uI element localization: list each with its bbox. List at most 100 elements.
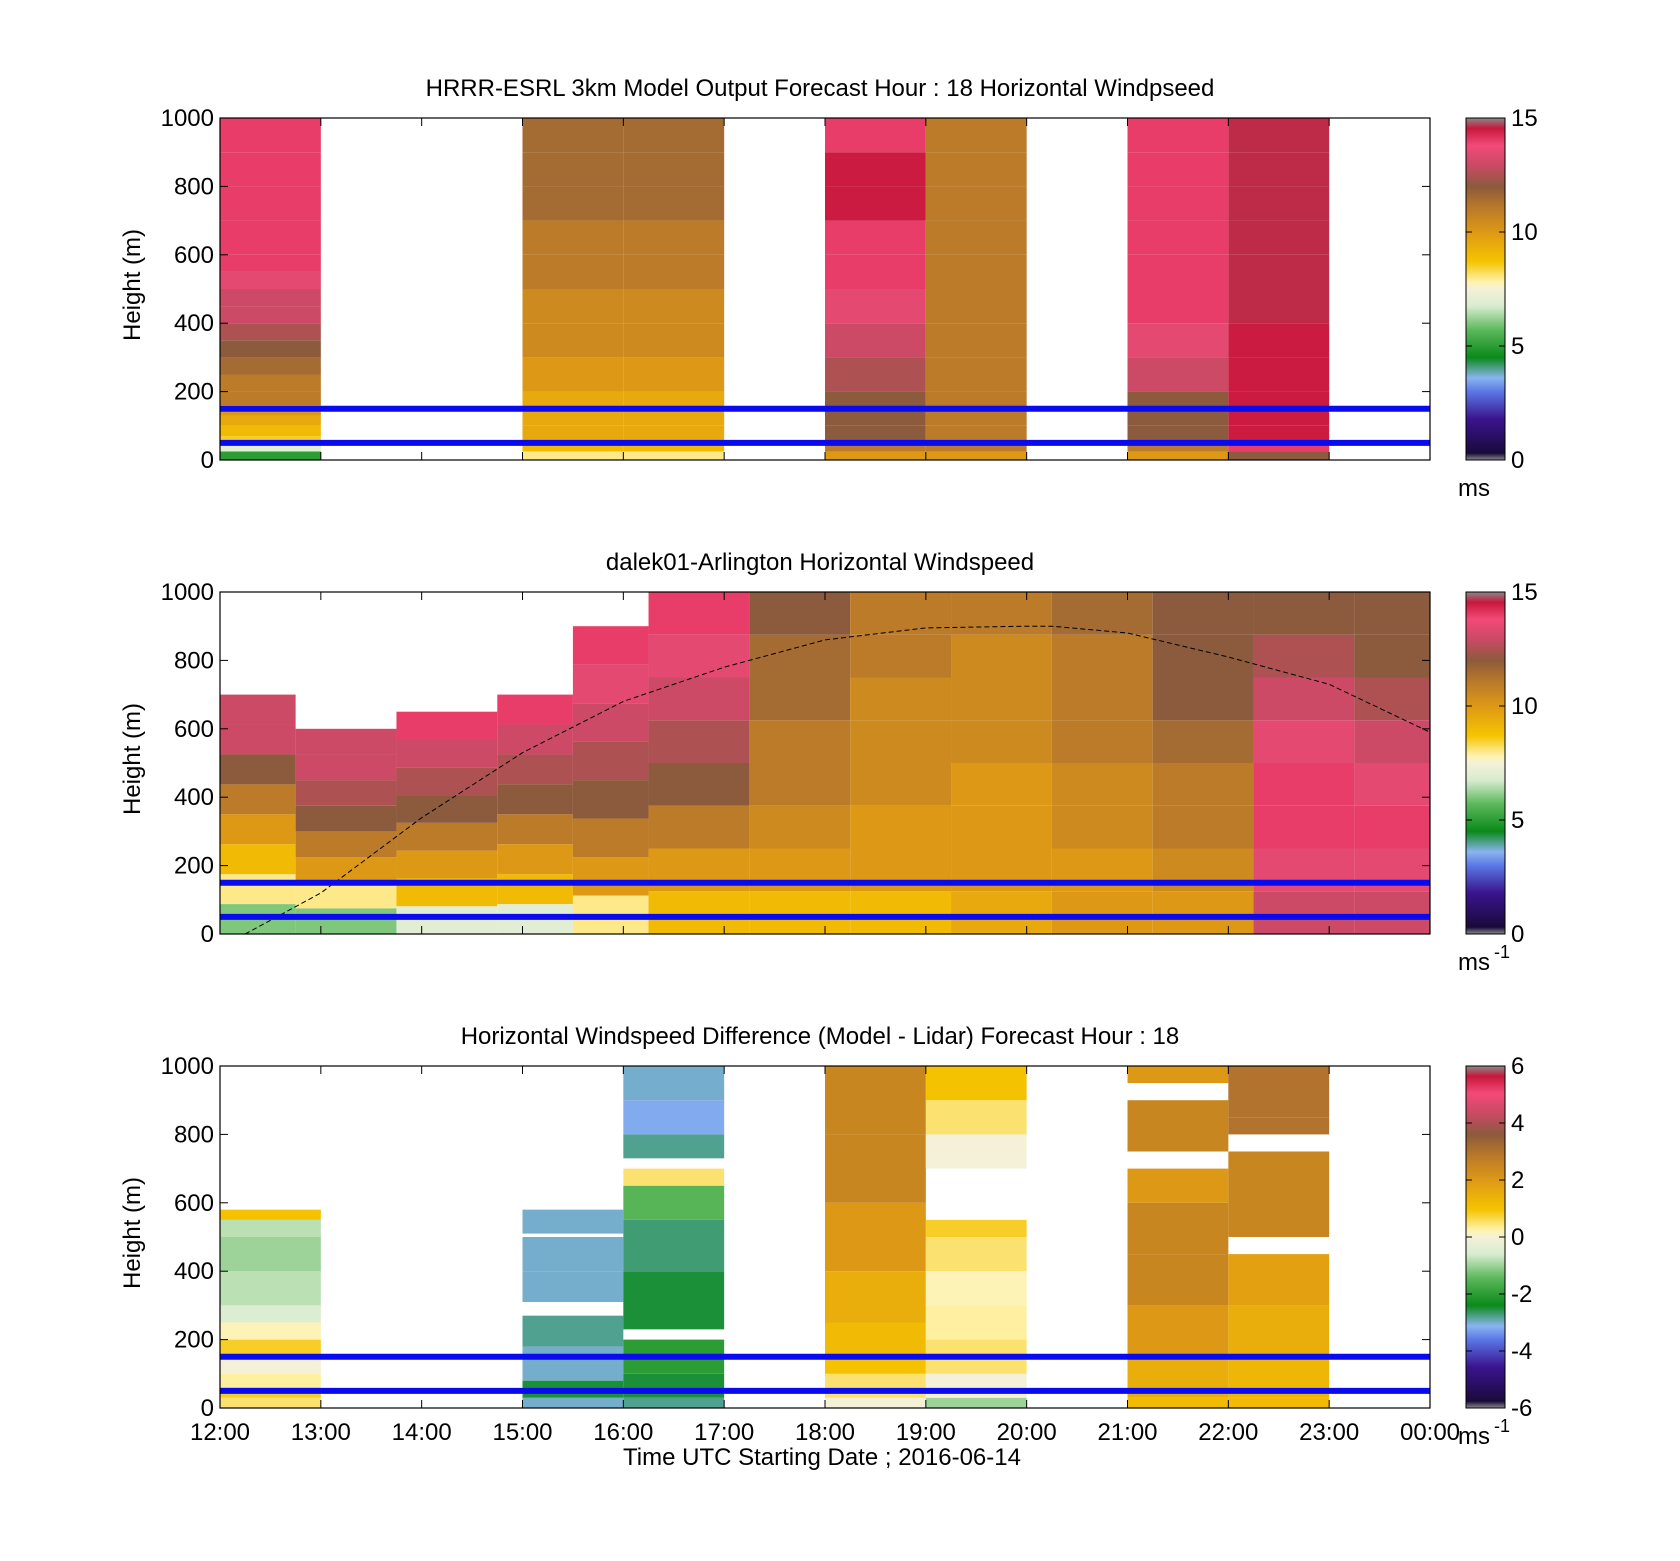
heatmap-cell (1228, 1117, 1330, 1135)
heatmap-cell (951, 891, 1052, 934)
heatmap-cell (220, 306, 321, 324)
heatmap-cell (623, 451, 725, 460)
heatmap-cell (623, 289, 725, 324)
heatmap-cell (522, 1315, 624, 1347)
heatmap-cell (220, 784, 296, 815)
heatmap-cell (925, 1219, 1027, 1237)
heatmap-cell (825, 357, 926, 392)
heatmap-cell (925, 1066, 1027, 1101)
heatmap-cell (522, 357, 624, 392)
heatmap-cell (220, 220, 321, 255)
heatmap-cell (522, 1363, 624, 1381)
heatmap-cell (825, 1202, 926, 1272)
heatmap-cell (220, 118, 321, 153)
heatmap-cell (220, 1373, 321, 1388)
heatmap-cell (295, 805, 397, 832)
colorbar-tick-label: 0 (1511, 921, 1524, 948)
heatmap-cell (1228, 391, 1330, 409)
heatmap-cell (1228, 220, 1330, 255)
x-tick-label: 22:00 (1198, 1419, 1258, 1446)
x-ticks-model (219, 118, 1431, 460)
heatmap-cell (623, 1397, 725, 1408)
y-tick-label: 600 (174, 242, 214, 269)
heatmap-cell (1228, 289, 1330, 324)
y-axis-label: Height (m) (119, 703, 146, 815)
heatmap-cell (925, 451, 1027, 460)
colorbar-unit-exponent: -1 (1494, 1416, 1510, 1436)
heatmap-cell (951, 720, 1052, 763)
heatmap-cell (925, 152, 1027, 187)
colorbar-tick-label: 0 (1511, 1224, 1524, 1251)
y-tick-label: 1000 (161, 105, 214, 132)
colorbar-tick-label: 15 (1511, 579, 1538, 606)
colorbar-tick-label: 15 (1511, 105, 1538, 132)
heatmap-cell (220, 271, 321, 289)
heatmap-cell (1127, 451, 1229, 460)
heatmap-cell (925, 1305, 1027, 1340)
heatmap-cell (1152, 805, 1254, 849)
heatmap-cell (220, 451, 321, 460)
colorbar-model: 0 5 10 15 ms (1458, 105, 1538, 502)
heatmap-cell (925, 1237, 1027, 1272)
colorbar-lidar: 0 5 10 15 ms -1 (1458, 579, 1538, 976)
heatmap-cell (623, 1185, 725, 1220)
y-tick-label: 0 (201, 447, 214, 474)
heatmap-cell (951, 763, 1052, 806)
heatmap-cell (1127, 186, 1229, 221)
heatmap-cell (1152, 763, 1254, 806)
heatmap-cell (572, 780, 649, 819)
heatmap-cell (1228, 1305, 1330, 1357)
colorbar-tick-label: -6 (1511, 1395, 1532, 1422)
heatmap-cell (951, 634, 1052, 678)
x-tick-label: 00:00 (1400, 1419, 1460, 1446)
heatmap-cell (1127, 254, 1229, 289)
heatmap-cell (825, 1373, 926, 1398)
y-ticks-model: 0 200 400 600 800 1000 (161, 105, 1430, 474)
heatmap-cell (1228, 1254, 1330, 1306)
heatmap-cell (623, 186, 725, 221)
heatmap-cell (522, 391, 624, 409)
heatmap-cell (572, 818, 649, 858)
heatmap-cell (220, 436, 321, 443)
heatmap-cell (1127, 220, 1229, 255)
heatmap-cell (825, 152, 926, 187)
y-tick-label: 200 (174, 1327, 214, 1354)
heatmap-cell (951, 677, 1052, 721)
heatmap-cell (1354, 763, 1430, 806)
y-tick-label: 400 (174, 310, 214, 337)
heatmap-cell (1228, 152, 1330, 187)
colorbar-tick-label: 5 (1511, 333, 1524, 360)
heatmap-cell (396, 711, 498, 740)
heatmap-cell (220, 1271, 321, 1306)
colorbar-tick-label: 4 (1511, 1110, 1524, 1137)
x-tick-label: 12:00 (190, 1419, 250, 1446)
heatmap-cell (522, 1271, 624, 1302)
heatmap-cell (1228, 186, 1330, 221)
heatmap-cell (623, 323, 725, 358)
heatmap-cell (1152, 677, 1254, 721)
heatmap-cell (623, 1134, 725, 1159)
heatmap-cell (925, 442, 1027, 452)
heatmap-cell (749, 805, 851, 849)
heatmap-cell (925, 254, 1027, 289)
heatmap-cell (1127, 408, 1229, 426)
heatmap-cell (220, 186, 321, 221)
heatmap-cell (1051, 634, 1153, 678)
x-tick-label: 17:00 (694, 1419, 754, 1446)
heatmap-cell (850, 891, 952, 934)
heatmap-cell (220, 874, 296, 905)
heatmap-cell (295, 831, 397, 858)
heatmap-cell (1127, 1066, 1229, 1084)
heatmap-cell (623, 408, 725, 426)
heatmap-cell (623, 118, 725, 153)
heatmap-cell (1127, 289, 1229, 324)
heatmap-cell (1253, 634, 1355, 678)
y-ticks-lidar: 0 200 400 600 800 1000 (161, 579, 1430, 948)
heatmap-cell (951, 805, 1052, 849)
heatmap-cell (850, 720, 952, 763)
heatmap-cell (220, 340, 321, 358)
heatmap-cell (220, 1322, 321, 1340)
heatmap-cell (850, 805, 952, 849)
heatmap-cell (850, 763, 952, 806)
colorbar-unit: ms (1458, 475, 1490, 502)
